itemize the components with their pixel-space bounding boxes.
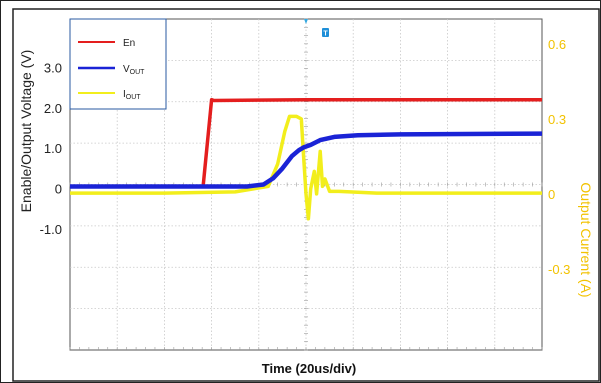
legend-box (69, 18, 167, 110)
x-axis-title: Time (20us/div) (262, 361, 356, 376)
left-tick-label: -1.0 (40, 222, 62, 237)
legend-label-iout-sub: OUT (126, 94, 142, 101)
legend-label-vout-main: V (123, 64, 130, 75)
right-tick-label: 0 (548, 187, 555, 202)
legend-label-iout: IOUT (123, 89, 141, 101)
left-tick-label: 0 (55, 182, 62, 197)
trace-vout (70, 131, 543, 189)
right-tick-label: 0.6 (548, 37, 566, 52)
left-tick-labels: 3.0 2.0 1.0 0 -1.0 (40, 60, 62, 236)
inner-border (12, 8, 600, 382)
legend-label-vout-sub: OUT (130, 69, 146, 76)
legend: En VOUT IOUT (69, 18, 167, 110)
right-tick-label: 0.3 (548, 112, 566, 127)
legend-label-en: En (123, 38, 135, 49)
left-tick-label: 2.0 (44, 101, 62, 116)
trigger-marker: T (304, 19, 329, 38)
right-tick-label: -0.3 (548, 262, 570, 277)
left-tick-label: 1.0 (44, 141, 62, 156)
right-tick-labels: 0.6 0.3 0 -0.3 (548, 37, 570, 277)
legend-label-vout: VOUT (123, 64, 145, 76)
legend-label-iout-main: I (123, 89, 126, 100)
left-tick-label: 3.0 (44, 60, 62, 75)
trace-iout (70, 114, 542, 221)
trigger-marker-label: T (323, 31, 328, 38)
right-axis-title: Output Current (A) (578, 182, 594, 297)
traces (70, 97, 543, 221)
left-axis-title: Enable/Output Voltage (V) (18, 50, 34, 213)
